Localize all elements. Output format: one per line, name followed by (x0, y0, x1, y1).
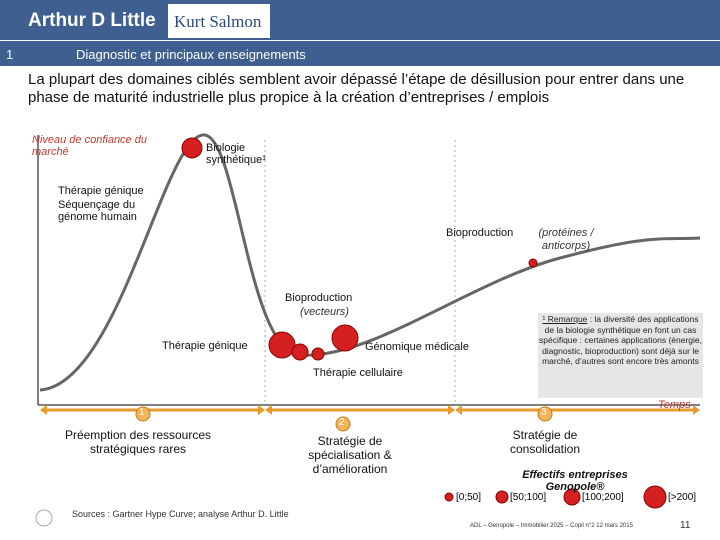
legend-item: [>200] (668, 492, 697, 503)
point-label-detail: (vecteurs) (300, 306, 349, 318)
point-label: Thérapie génique (162, 340, 248, 352)
legend-title: Effectifs entreprises Genopole® (522, 469, 628, 493)
point-label: Thérapie génique (58, 185, 144, 197)
note-title: ¹ Remarque (542, 314, 588, 324)
company-circles (181, 137, 667, 509)
point-label: Thérapie cellulaire (313, 367, 403, 379)
phase-label: Stratégie de spécialisation & d’améliora… (308, 434, 392, 476)
y-axis-label: Niveau de confiance du marché (32, 134, 147, 158)
point-label: Bioproduction (285, 292, 353, 304)
legend-item: [100;200] (582, 492, 624, 503)
phase-label: Stratégie de consolidation (509, 428, 581, 456)
point-label: Séquençage du génome humain (58, 199, 137, 223)
point-label-detail: (protéines / anticorps) (538, 227, 594, 252)
header-bar (0, 0, 720, 40)
phase-number: 1 (139, 407, 145, 418)
note-box: ¹ Remarque : la diversité des applicatio… (538, 313, 703, 398)
phase-label: Préemption des ressources stratégiques r… (64, 428, 212, 456)
point-label: Biologie synthétique¹ (206, 142, 266, 166)
logo-box (168, 4, 270, 38)
legend-item: [0;50] (456, 492, 482, 503)
reference: ADL – Genopole – Immobilier 2025 – Copil… (470, 523, 633, 529)
section-bar (0, 41, 720, 66)
footer-logo (35, 509, 53, 527)
x-axis-label: Temps (658, 399, 691, 411)
page-number: 11 (680, 520, 691, 531)
phase-badges (135, 406, 553, 432)
logo: Arthur D Little (28, 10, 156, 31)
point-label: Génomique médicale (365, 341, 469, 353)
note-text: : la diversité des applications de la bi… (538, 314, 702, 366)
phase-number: 3 (541, 407, 547, 418)
section-title: Diagnostic et principaux enseignements (76, 47, 306, 62)
point-label: Bioproduction (446, 227, 514, 239)
section-number: 1 (6, 47, 14, 62)
sources: Sources : Gartner Hype Curve; analyse Ar… (72, 509, 289, 519)
phase-arrows (40, 405, 700, 415)
headline: La plupart des domaines ciblés semblent … (28, 71, 685, 106)
logo: Kurt Salmon (174, 12, 262, 31)
legend-item: [50;100] (510, 492, 547, 503)
phase-number: 2 (339, 417, 345, 428)
